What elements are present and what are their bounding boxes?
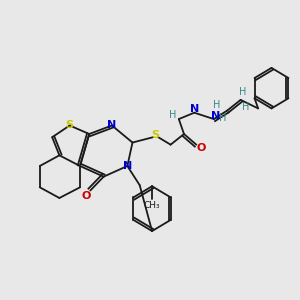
Text: H: H [213,100,220,110]
Text: N: N [123,161,132,171]
Text: O: O [197,143,206,153]
Text: H: H [242,102,249,112]
Text: H: H [239,87,246,98]
Text: H: H [219,113,227,123]
Text: N: N [107,121,116,130]
Text: S: S [66,121,74,130]
Text: N: N [211,111,220,121]
Text: H: H [169,110,176,120]
Text: N: N [190,104,199,115]
Text: S: S [151,130,159,140]
Text: O: O [82,191,91,201]
Text: CH₃: CH₃ [144,201,160,210]
